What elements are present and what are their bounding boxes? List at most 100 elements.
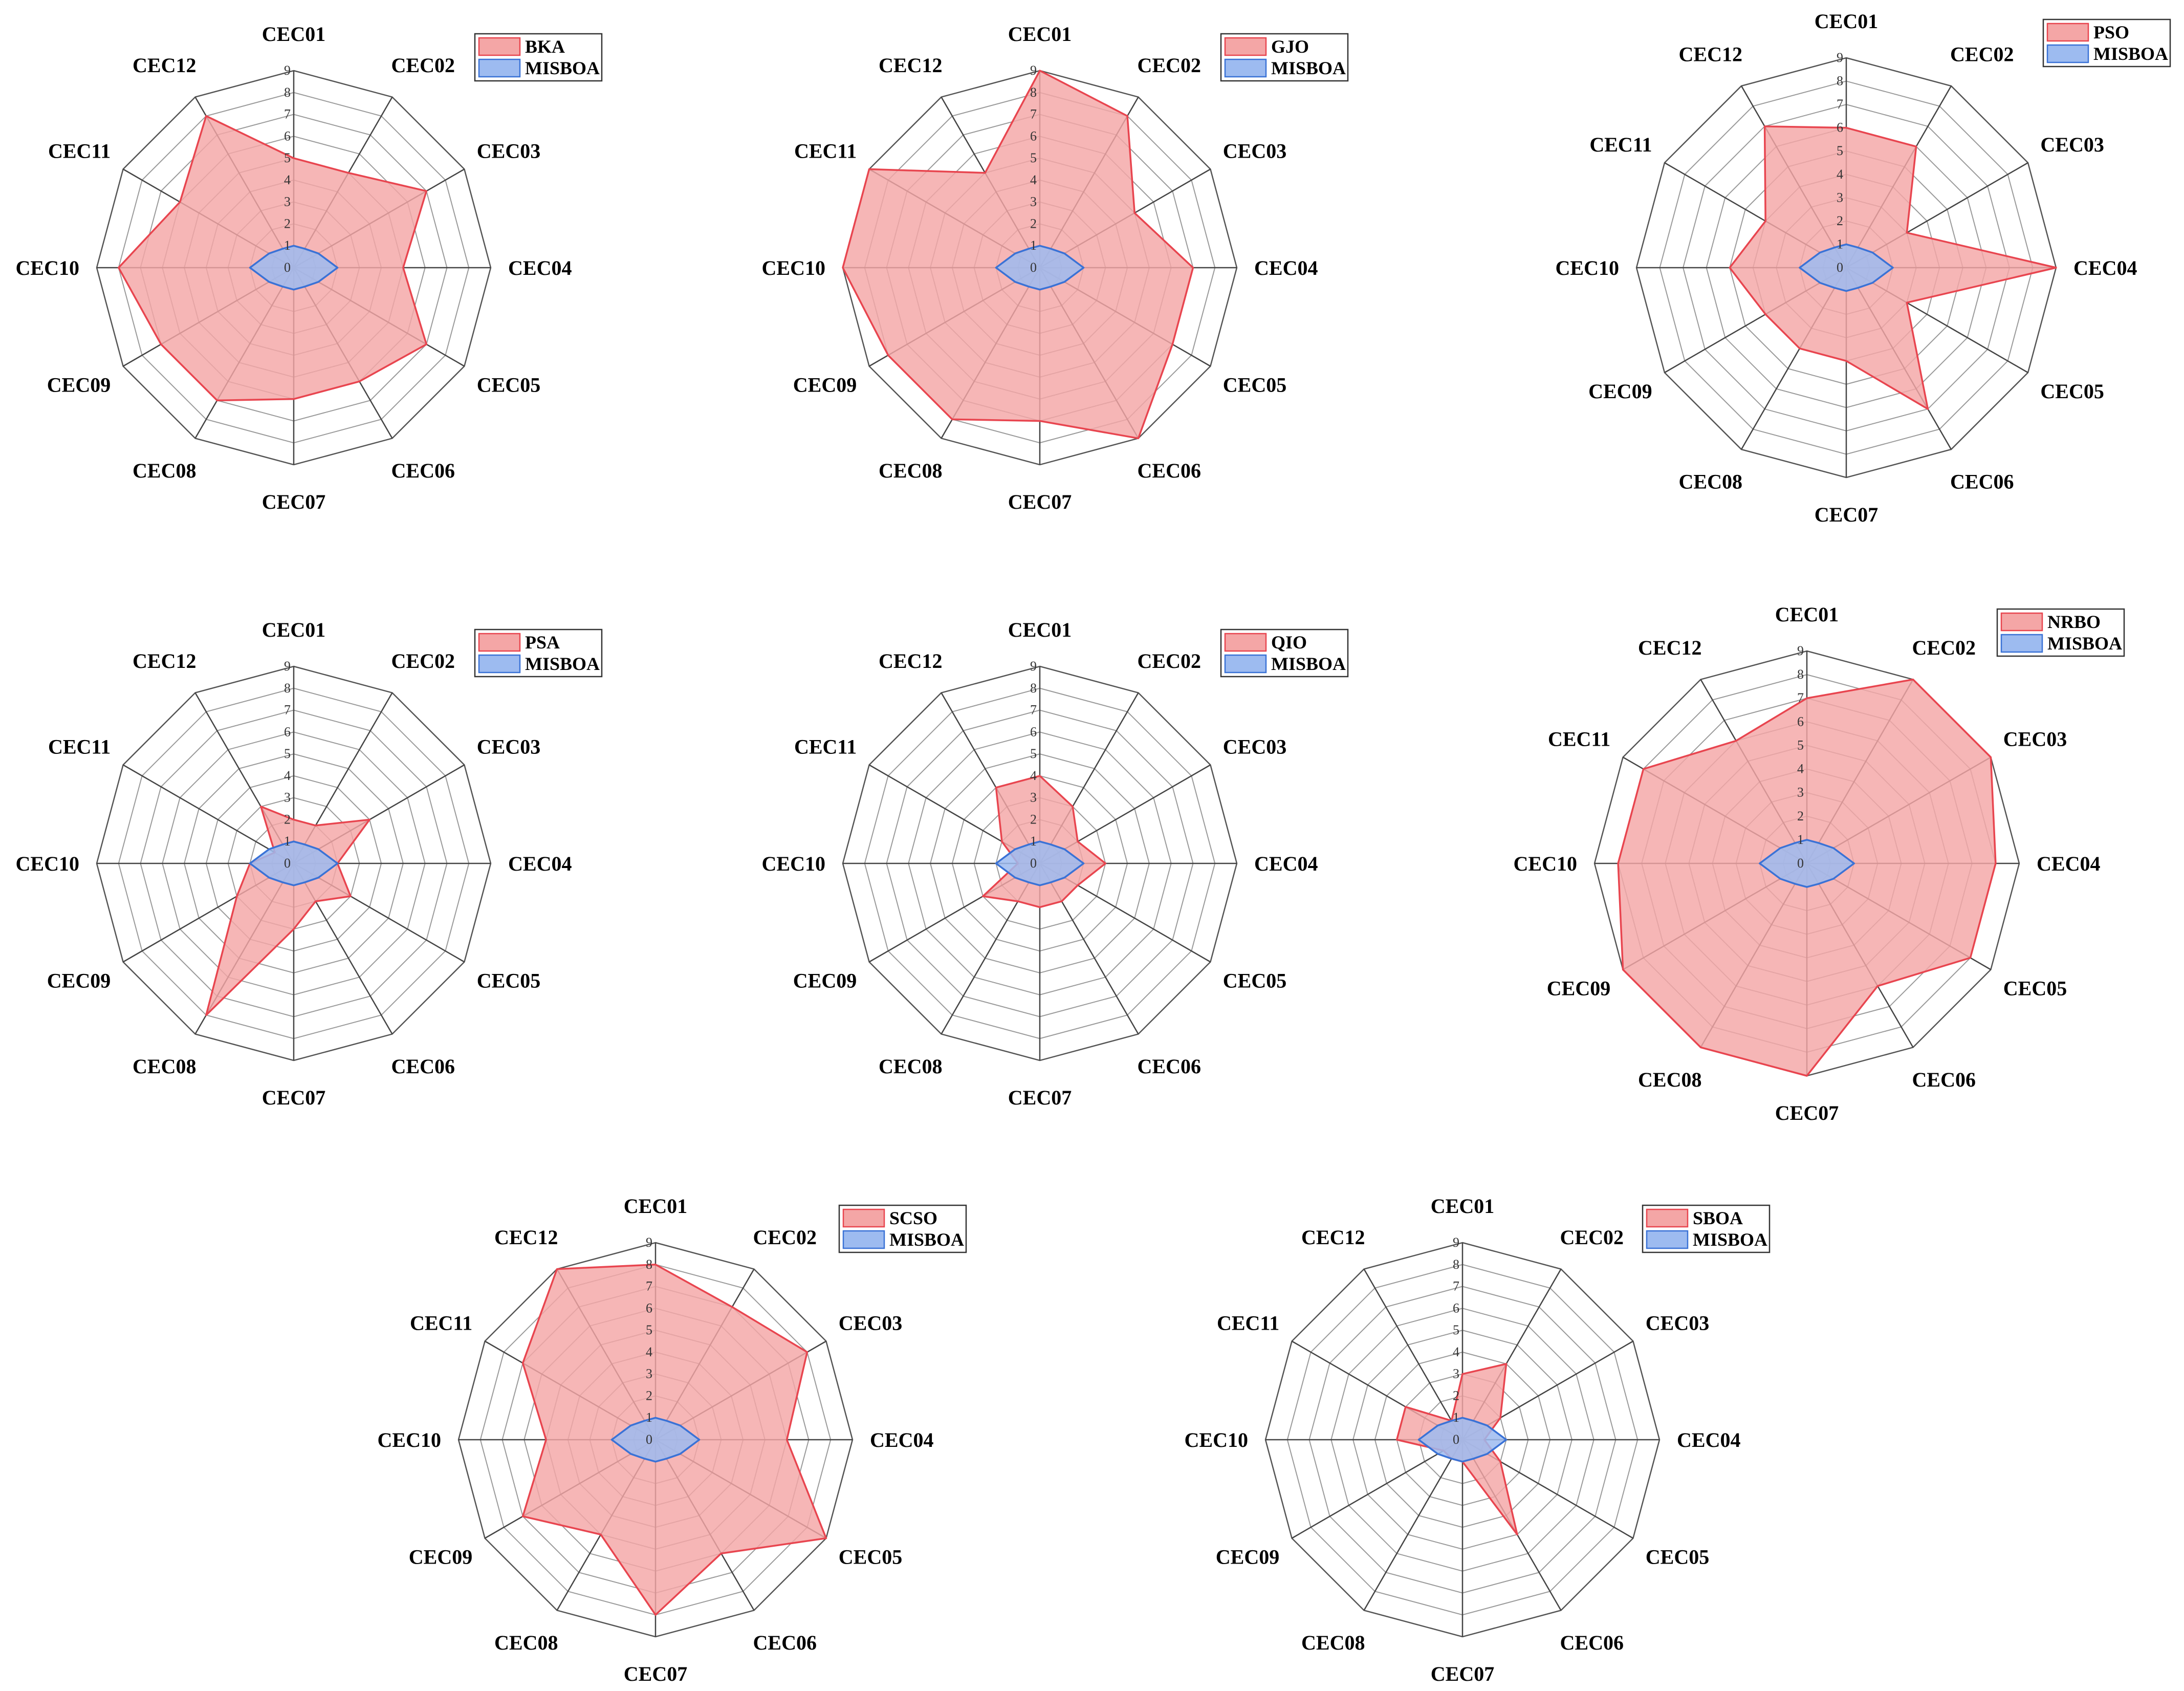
legend-label-misboa: MISBOA [525,58,600,78]
tick-label-6: 6 [1797,714,1804,729]
tick-label-2: 2 [1030,216,1037,231]
series-area-misboa [995,840,1085,886]
axis-label-cec06: CEC06 [753,1631,817,1654]
tick-label-9: 9 [1453,1235,1459,1250]
axis-label-cec08: CEC08 [133,459,196,482]
tick-label-2: 2 [1837,213,1843,228]
axis-label-cec11: CEC11 [1548,728,1610,751]
axis-label-cec04: CEC04 [2073,256,2137,279]
legend-swatch-misboa [1646,1230,1689,1249]
tick-label-3: 3 [284,194,291,209]
radar-panel-nrbo: 0 1 2 3 4 5 6 7 8 9 CEC01 CEC02 CEC03 CEC04 CEC05 CEC06… [1514,603,2125,1124]
axis-label-cec10: CEC10 [16,256,79,279]
axis-label-cec10: CEC10 [1514,852,1577,875]
tick-label-3: 3 [1030,194,1037,209]
series-area-misboa [249,840,339,886]
tick-label-7: 7 [1453,1279,1459,1294]
tick-label-1: 1 [1030,238,1037,253]
axis-label-cec01: CEC01 [1775,603,1839,626]
tick-label-9: 9 [284,659,291,674]
axis-label-cec06: CEC06 [1912,1068,1976,1091]
tick-label-6: 6 [646,1300,652,1315]
axis-label-cec06: CEC06 [1138,459,1201,482]
tick-label-5: 5 [1797,738,1804,752]
tick-label-7: 7 [1797,690,1804,705]
tick-label-5: 5 [284,746,291,761]
spoke-cec11 [122,764,294,864]
legend-label-misboa: MISBOA [889,1229,964,1250]
axis-label-cec07: CEC07 [1431,1662,1494,1685]
radar-panel-sboa: 0 1 2 3 4 5 6 7 8 9 CEC01 CEC02 CEC03 CEC04 CEC05 CEC06… [1185,1195,1771,1685]
tick-label-4: 4 [1797,762,1804,776]
axis-label-cec09: CEC09 [793,969,857,992]
tick-label-8: 8 [1030,681,1037,696]
legend-label-misboa: MISBOA [525,654,600,674]
legend-swatch-misboa [1224,58,1267,78]
axis-label-cec07: CEC07 [262,1086,325,1109]
axis-label-cec10: CEC10 [762,852,825,875]
tick-label-8: 8 [1453,1257,1459,1272]
tick-label-0: 0 [1797,856,1804,871]
tick-label-9: 9 [1030,659,1037,674]
axis-label-cec03: CEC03 [2040,133,2104,156]
axis-label-cec12: CEC12 [133,649,196,673]
tick-label-0: 0 [1030,260,1037,275]
tick-label-7: 7 [1837,97,1843,112]
legend-swatch-scso [842,1208,885,1228]
tick-label-8: 8 [284,85,291,100]
tick-label-2: 2 [1797,809,1804,823]
axis-label-cec12: CEC12 [1638,636,1701,659]
tick-label-7: 7 [284,703,291,718]
tick-label-1: 1 [1837,236,1843,251]
tick-label-9: 9 [1837,50,1843,65]
radar-panel-gjo: 0 1 2 3 4 5 6 7 8 9 CEC01 CEC02 CEC03 CEC04 CEC05 CEC06… [762,23,1349,513]
series-area-misboa [1799,243,1894,292]
tick-label-7: 7 [1030,107,1037,122]
tick-label-7: 7 [1030,703,1037,718]
legend-label-psa: PSA [525,632,560,653]
axis-label-cec09: CEC09 [409,1546,472,1569]
axis-label-cec05: CEC05 [1223,374,1286,397]
tick-label-8: 8 [1030,85,1037,100]
tick-label-1: 1 [646,1410,652,1425]
axis-label-cec08: CEC08 [879,459,942,482]
legend-label-qio: QIO [1271,632,1307,653]
axis-label-cec05: CEC05 [1223,969,1286,992]
tick-label-3: 3 [1837,190,1843,205]
axis-label-cec03: CEC03 [2003,728,2067,751]
axis-label-cec02: CEC02 [1950,43,2014,66]
axis-label-cec05: CEC05 [2003,977,2067,1000]
axis-label-cec09: CEC09 [47,969,111,992]
tick-label-9: 9 [1030,63,1037,78]
spoke-cec08 [1363,1439,1464,1611]
legend-swatch-misboa [478,58,521,78]
tick-label-9: 9 [1797,643,1804,658]
legend-swatch-misboa [2000,634,2043,653]
axis-label-cec05: CEC05 [477,374,540,397]
axis-label-cec04: CEC04 [508,852,572,875]
tick-label-7: 7 [284,107,291,122]
axis-label-cec12: CEC12 [494,1226,558,1249]
axis-label-cec01: CEC01 [624,1195,687,1218]
legend-swatch-qio [1224,633,1267,652]
axis-label-cec08: CEC08 [133,1055,196,1078]
tick-label-4: 4 [646,1345,652,1359]
tick-label-9: 9 [284,63,291,78]
axis-label-cec03: CEC03 [839,1312,902,1335]
legend-swatch-bka [478,37,521,56]
tick-label-6: 6 [1837,120,1843,135]
tick-label-2: 2 [284,812,291,827]
axis-label-cec09: CEC09 [1216,1546,1279,1569]
tick-label-6: 6 [1030,724,1037,739]
tick-label-3: 3 [1030,790,1037,805]
axis-label-cec12: CEC12 [879,649,942,673]
legend-swatch-misboa [478,654,521,674]
axis-label-cec08: CEC08 [1301,1631,1365,1654]
series-area-qio [982,775,1107,908]
axis-label-cec07: CEC07 [624,1662,687,1685]
axis-label-cec09: CEC09 [793,374,857,397]
tick-label-4: 4 [1837,167,1843,182]
